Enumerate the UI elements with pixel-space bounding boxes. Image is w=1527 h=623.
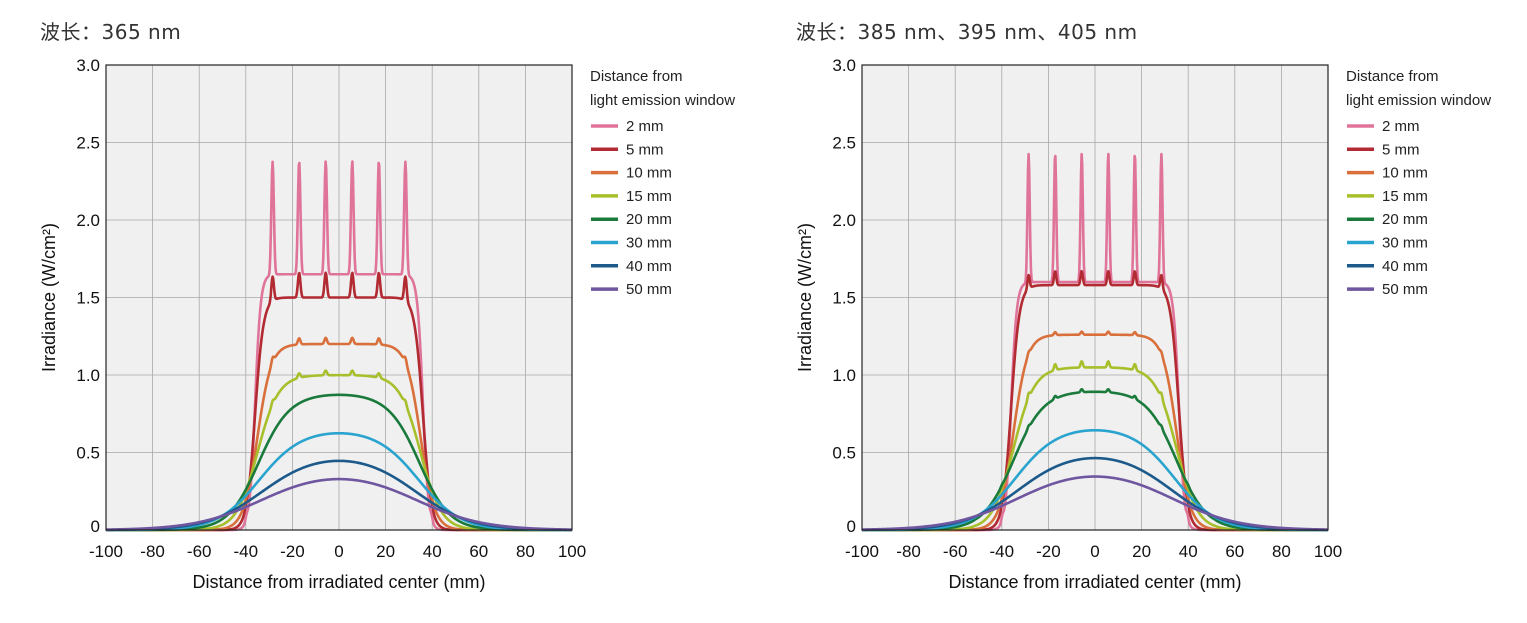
legend-label: 10 mm [1382,165,1428,182]
legend-label: 15 mm [626,188,672,205]
x-tick-label: -60 [943,542,968,561]
y-tick-label: 3.0 [76,56,100,75]
x-tick-label: 60 [469,542,488,561]
x-tick-label: 60 [1225,542,1244,561]
legend-label: 2 mm [1382,118,1420,135]
legend-label: 50 mm [1382,281,1428,298]
series-line-50mm [861,475,1329,531]
y-tick-label: 0.5 [76,444,100,463]
x-tick-label: 20 [1132,542,1151,561]
x-tick-label: -40 [234,542,259,561]
legend-title: Distance from [590,68,683,85]
series-line-30mm [105,431,573,532]
legend-label: 5 mm [1382,141,1420,158]
x-tick-label: -100 [845,542,879,561]
series-line-30mm [861,428,1329,532]
chart-svg: -100 -80 -60 -40 -20 0 20 40 60 80 100 0 0.5 1.0 1.5 2.… [39,56,735,592]
y-tick-label: 1.5 [832,289,856,308]
x-axis-label: Distance from irradiated center (mm) [192,572,485,592]
legend-label: 2 mm [626,118,664,135]
y-tick-label: 1.0 [832,366,856,385]
x-tick-label: -20 [280,542,305,561]
x-tick-label: 40 [423,542,442,561]
y-tick-label: 0.5 [832,444,856,463]
series-line-50mm [105,477,573,531]
legend-label: 40 mm [626,258,672,275]
x-tick-label: 80 [516,542,535,561]
y-axis-label: Irradiance (W/cm²) [795,223,815,372]
y-tick-label: 3.0 [832,56,856,75]
chart-panel-365nm: 波长：365 nm -100 -80 -60 -40 -20 0 20 40 60 80 100 0 0… [0,0,760,623]
x-tick-label: 0 [1090,542,1099,561]
x-tick-label: -100 [89,542,123,561]
legend-label: 30 mm [1382,235,1428,252]
legend-label: 50 mm [626,281,672,298]
x-axis-label: Distance from irradiated center (mm) [948,572,1241,592]
legend-label: 30 mm [626,235,672,252]
x-tick-label: 100 [1314,542,1342,561]
legend-label: 10 mm [626,165,672,182]
y-tick-label: 1.5 [76,289,100,308]
series-line-20mm [861,387,1329,532]
y-tick-label: 2.5 [76,134,100,153]
plot-frame [105,64,573,531]
legend-label: 20 mm [626,211,672,228]
x-tick-label: 80 [1272,542,1291,561]
x-tick-label: -40 [990,542,1015,561]
y-tick-label: 0 [847,517,856,536]
chart-svg: -100 -80 -60 -40 -20 0 20 40 60 80 100 0 0.5 1.0 1.5 2.… [795,56,1491,592]
x-tick-label: 0 [334,542,343,561]
x-tick-label: 20 [376,542,395,561]
y-axis-label: Irradiance (W/cm²) [39,223,59,372]
x-tick-label: 100 [558,542,586,561]
x-tick-label: 40 [1179,542,1198,561]
legend-label: 15 mm [1382,188,1428,205]
legend-title: Distance from [1346,68,1439,85]
y-tick-label: 2.0 [76,211,100,230]
y-tick-label: 2.0 [832,211,856,230]
chart-panel-385-405nm: 波长：385 nm、395 nm、405 nm -100 -80 -60 -40 -20… [756,0,1516,623]
y-tick-label: 2.5 [832,134,856,153]
y-tick-label: 1.0 [76,366,100,385]
x-tick-label: -80 [140,542,165,561]
series-line-20mm [105,393,573,532]
panel-title: 波长：365 nm [40,20,182,44]
plot-frame [861,64,1329,531]
legend-title: light emission window [590,92,735,109]
legend-label: 5 mm [626,141,664,158]
x-tick-label: -60 [187,542,212,561]
x-tick-label: -80 [896,542,921,561]
legend-label: 40 mm [1382,258,1428,275]
legend-title: light emission window [1346,92,1491,109]
x-tick-label: -20 [1036,542,1061,561]
panel-title: 波长：385 nm、395 nm、405 nm [796,20,1138,44]
legend-label: 20 mm [1382,211,1428,228]
y-tick-label: 0 [91,517,100,536]
series-line-40mm [861,456,1329,532]
